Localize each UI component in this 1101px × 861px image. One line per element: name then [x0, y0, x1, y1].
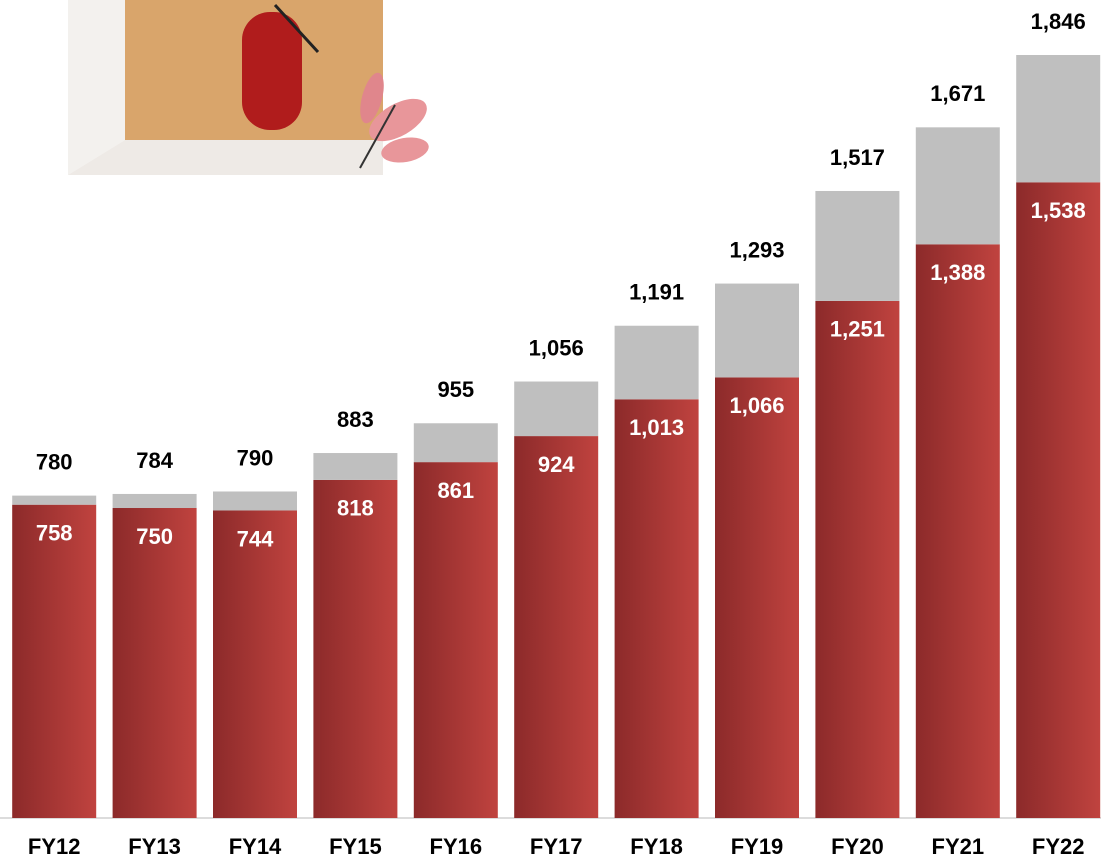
x-tick-label: FY17	[530, 834, 583, 859]
total-label: 1,671	[930, 81, 985, 106]
bar-segment	[1016, 182, 1101, 818]
bar-segment	[112, 508, 197, 818]
x-tick-label: FY15	[329, 834, 382, 859]
value-label: 1,013	[629, 415, 684, 440]
bar-segment	[213, 491, 297, 511]
bar-segment	[1016, 55, 1101, 183]
value-label: 1,066	[729, 393, 784, 418]
total-label: 1,846	[1031, 9, 1086, 34]
x-tick-label: FY14	[229, 834, 282, 859]
bar-segment	[614, 399, 699, 818]
total-label: 883	[337, 407, 374, 432]
total-label: 1,056	[529, 335, 584, 360]
bar-segment	[413, 423, 498, 463]
bar-segment	[213, 510, 297, 818]
x-tick-label: FY19	[731, 834, 784, 859]
bar-segment	[915, 127, 1000, 245]
total-label: 790	[237, 445, 274, 470]
bar-segment	[313, 453, 398, 480]
total-label: 784	[136, 448, 173, 473]
bar-segment	[12, 504, 97, 818]
x-tick-label: FY12	[28, 834, 81, 859]
bar-segment	[815, 190, 900, 301]
value-label: 750	[136, 524, 173, 549]
value-label: 1,251	[830, 317, 885, 342]
value-label: 1,388	[930, 260, 985, 285]
bar-segment	[413, 462, 498, 818]
value-label: 1,538	[1031, 198, 1086, 223]
x-tick-label: FY16	[430, 834, 483, 859]
total-label: 1,517	[830, 145, 885, 170]
bar-segment	[715, 283, 799, 378]
x-tick-label: FY22	[1032, 834, 1085, 859]
value-label: 818	[337, 496, 374, 521]
bar-segment	[12, 495, 97, 505]
value-label: 861	[437, 478, 474, 503]
bar-segment	[112, 493, 197, 509]
x-tick-label: FY21	[932, 834, 985, 859]
x-tick-label: FY18	[630, 834, 683, 859]
bar-segment	[815, 300, 900, 818]
total-label: 955	[437, 377, 474, 402]
bar-segment	[915, 244, 1000, 819]
total-label: 1,293	[729, 237, 784, 262]
bar-segment	[313, 479, 398, 818]
x-tick-label: FY20	[831, 834, 884, 859]
bar-segment	[514, 436, 599, 818]
value-label: 758	[36, 521, 73, 546]
value-label: 924	[538, 452, 575, 477]
x-tick-label: FY13	[128, 834, 181, 859]
total-label: 780	[36, 449, 73, 474]
bar-segment	[514, 381, 599, 437]
value-label: 744	[237, 526, 274, 551]
total-label: 1,191	[629, 280, 684, 305]
bar-segment	[614, 325, 699, 400]
box-illustration	[68, 0, 429, 175]
bar-segment	[715, 377, 799, 818]
